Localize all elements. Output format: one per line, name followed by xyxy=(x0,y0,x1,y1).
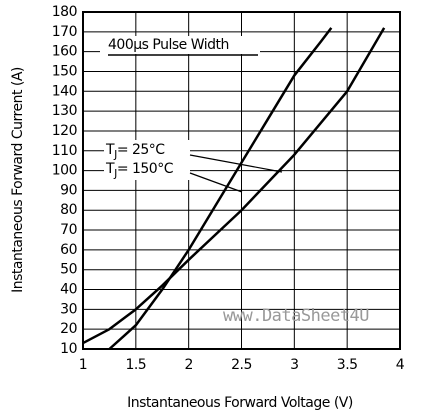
tj25-leader xyxy=(189,154,283,173)
x-tick-label: 3.5 xyxy=(337,357,358,373)
x-tick-label: 3 xyxy=(290,357,298,373)
x-tick-label: 2 xyxy=(184,357,192,373)
x-tick-label: 4 xyxy=(396,357,405,373)
plot-frame xyxy=(82,11,401,350)
y-axis-label: Instantaneous Forward Current (A) xyxy=(10,67,26,293)
y-tick-label: 140 xyxy=(52,83,77,99)
y-tick-label: 110 xyxy=(52,143,77,159)
y-tick-label: 150 xyxy=(52,63,77,79)
pulse-box xyxy=(100,36,260,54)
y-tick-label: 100 xyxy=(52,163,77,179)
y-tick-label: 10 xyxy=(60,341,77,357)
x-tick-label: 1 xyxy=(79,357,87,373)
tj25-label: TJ= 25°C xyxy=(105,142,165,161)
curve xyxy=(108,27,333,350)
y-tick-label: 80 xyxy=(60,202,77,218)
y-tick-label: 50 xyxy=(60,262,77,278)
curve xyxy=(82,27,386,345)
y-tick-label: 20 xyxy=(60,321,77,337)
y-tick-label: 60 xyxy=(60,242,77,258)
tj150-label: TJ= 150°C xyxy=(105,161,174,180)
y-tick-label: 130 xyxy=(52,103,77,119)
y-tick-label: 170 xyxy=(52,24,77,40)
tj-box xyxy=(104,140,190,180)
y-tick-label: 160 xyxy=(52,44,77,60)
tj150-leader xyxy=(189,172,243,193)
x-axis-label: Instantaneous Forward Voltage (V) xyxy=(127,395,353,411)
y-tick-label: 70 xyxy=(60,222,77,238)
pulse-annotation: 400µs Pulse Width xyxy=(108,37,229,53)
y-tick-label: 90 xyxy=(60,182,77,198)
x-tick-label: 1.5 xyxy=(125,357,146,373)
y-tick-label: 40 xyxy=(60,282,77,298)
watermark: www.DataSheet4U xyxy=(223,306,369,326)
y-tick-label: 180 xyxy=(52,4,77,20)
y-tick-label: 120 xyxy=(52,123,77,139)
x-tick-label: 2.5 xyxy=(231,357,252,373)
y-tick-label: 30 xyxy=(60,301,77,317)
